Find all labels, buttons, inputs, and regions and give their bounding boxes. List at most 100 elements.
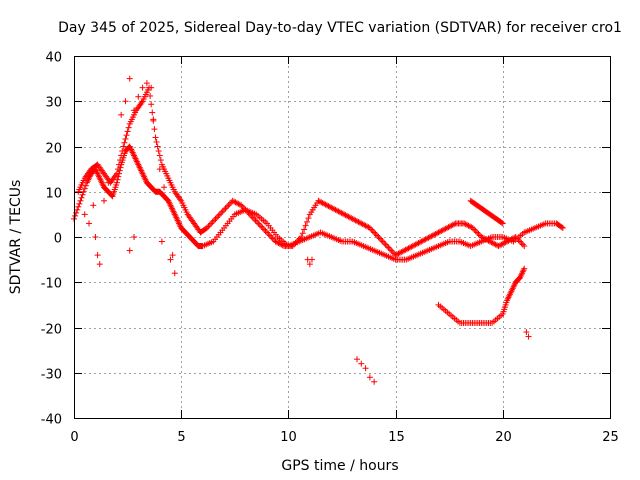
morning-cluster-point <box>143 80 150 87</box>
main-trace-b-point <box>518 240 525 247</box>
main-trace-b-point <box>372 230 379 237</box>
main-trace-b-point <box>516 238 523 245</box>
main-trace-a-point <box>558 224 565 231</box>
main-trace-a-point <box>81 185 88 192</box>
morning-cluster-point <box>135 93 142 100</box>
main-trace-a-point <box>76 200 83 207</box>
main-trace-b-point <box>154 143 161 150</box>
main-trace-b-point <box>259 224 266 231</box>
main-trace-b-point <box>118 152 125 159</box>
x-tick-label: 5 <box>177 430 185 445</box>
main-trace-b-point <box>279 242 286 249</box>
main-trace-b-point <box>472 227 479 234</box>
y-tick-label: 30 <box>45 96 62 111</box>
main-trace-b-point <box>125 124 132 131</box>
grid-lines <box>74 56 610 418</box>
main-trace-b-point <box>305 215 312 222</box>
main-trace-a-point <box>72 212 79 219</box>
main-trace-a-point <box>78 194 85 201</box>
y-tick-label: 20 <box>45 142 62 157</box>
morning-cluster-point <box>94 252 101 259</box>
y-tick-label: 40 <box>45 51 62 66</box>
isolated-drops-point <box>523 329 530 336</box>
y-axis-ticks: -40 -30 -20 -10 0 10 20 30 40 <box>41 51 610 428</box>
x-axis-label: GPS time / hours <box>281 458 398 474</box>
main-trace-b-point <box>253 218 260 225</box>
y-tick-label: 10 <box>45 187 62 202</box>
main-trace-b-point <box>223 203 230 210</box>
main-trace-b-point <box>303 218 310 225</box>
main-trace-b-point <box>212 215 219 222</box>
y-axis-label: SDTVAR / TECUs <box>8 180 24 295</box>
isolated-drops-point <box>362 365 369 372</box>
main-trace-b-point <box>209 218 216 225</box>
main-trace-b-point <box>376 235 383 242</box>
main-trace-b-point <box>121 139 128 146</box>
main-trace-b-point <box>382 241 389 248</box>
main-trace-a-point <box>82 182 89 189</box>
main-trace-a-point <box>113 179 120 186</box>
main-trace-b-point <box>122 135 129 142</box>
main-trace-b-point <box>261 226 268 233</box>
y-tick-label: 0 <box>54 232 62 247</box>
main-trace-b-point <box>124 128 131 135</box>
main-trace-b-point <box>301 226 308 233</box>
main-trace-b-point <box>222 205 229 212</box>
main-trace-b-point <box>116 161 123 168</box>
sparse-early-point <box>105 179 112 186</box>
data-points <box>71 75 566 385</box>
main-trace-b-point <box>219 208 226 215</box>
main-trace-b-point <box>215 212 222 219</box>
morning-cluster-point <box>161 184 168 191</box>
main-trace-b-point <box>519 241 526 248</box>
main-trace-a-point <box>114 176 121 183</box>
isolated-drops-point <box>308 256 315 263</box>
main-trace-b-point <box>123 132 130 139</box>
main-trace-b-point <box>266 232 273 239</box>
main-trace-b-point <box>156 152 163 159</box>
main-trace-b-point <box>119 148 126 155</box>
main-trace-b-point <box>521 243 528 250</box>
chart-title: Day 345 of 2025, Sidereal Day-to-day VTE… <box>58 20 622 36</box>
isolated-drops-point <box>366 374 373 381</box>
main-trace-b-point <box>114 166 121 173</box>
morning-cluster-point <box>139 84 146 91</box>
main-trace-b-point <box>221 206 228 213</box>
main-trace-b-point <box>298 234 305 240</box>
main-trace-a-point <box>559 224 566 231</box>
main-trace-a-point <box>79 191 86 198</box>
morning-cluster-point <box>150 116 157 123</box>
main-trace-b-point <box>225 202 232 209</box>
x-tick-label: 10 <box>280 430 297 445</box>
main-trace-b-point <box>157 157 164 164</box>
main-trace-b-point <box>256 221 263 228</box>
morning-cluster-point <box>90 202 97 209</box>
x-tick-label: 20 <box>495 430 512 445</box>
morning-cluster-point <box>126 75 133 82</box>
main-trace-b-point <box>384 243 391 250</box>
y-tick-label: -40 <box>41 413 62 428</box>
isolated-drops-point <box>306 261 313 268</box>
sparse-early-point <box>81 211 88 218</box>
x-tick-label: 0 <box>70 430 78 445</box>
y-tick-label: -10 <box>41 277 62 292</box>
main-trace-b-point <box>385 244 392 251</box>
main-trace-b-point <box>151 126 158 133</box>
morning-cluster-point <box>169 252 176 259</box>
main-trace-b-point <box>371 229 378 236</box>
main-trace-b-point <box>269 235 276 242</box>
main-trace-b-point <box>475 230 482 237</box>
main-trace-b-point <box>299 230 306 237</box>
main-trace-b-point <box>474 229 481 236</box>
y-tick-label: -30 <box>41 368 62 383</box>
y-tick-label: -20 <box>41 323 62 338</box>
main-trace-b-point <box>113 170 120 177</box>
main-trace-b-point <box>381 240 388 247</box>
evening-ascending-point <box>521 265 528 272</box>
morning-cluster-point <box>118 111 125 118</box>
x-tick-label: 15 <box>388 430 405 445</box>
morning-cluster-point <box>96 261 103 268</box>
isolated-drops-point <box>354 356 361 363</box>
main-trace-b-point <box>262 227 269 234</box>
